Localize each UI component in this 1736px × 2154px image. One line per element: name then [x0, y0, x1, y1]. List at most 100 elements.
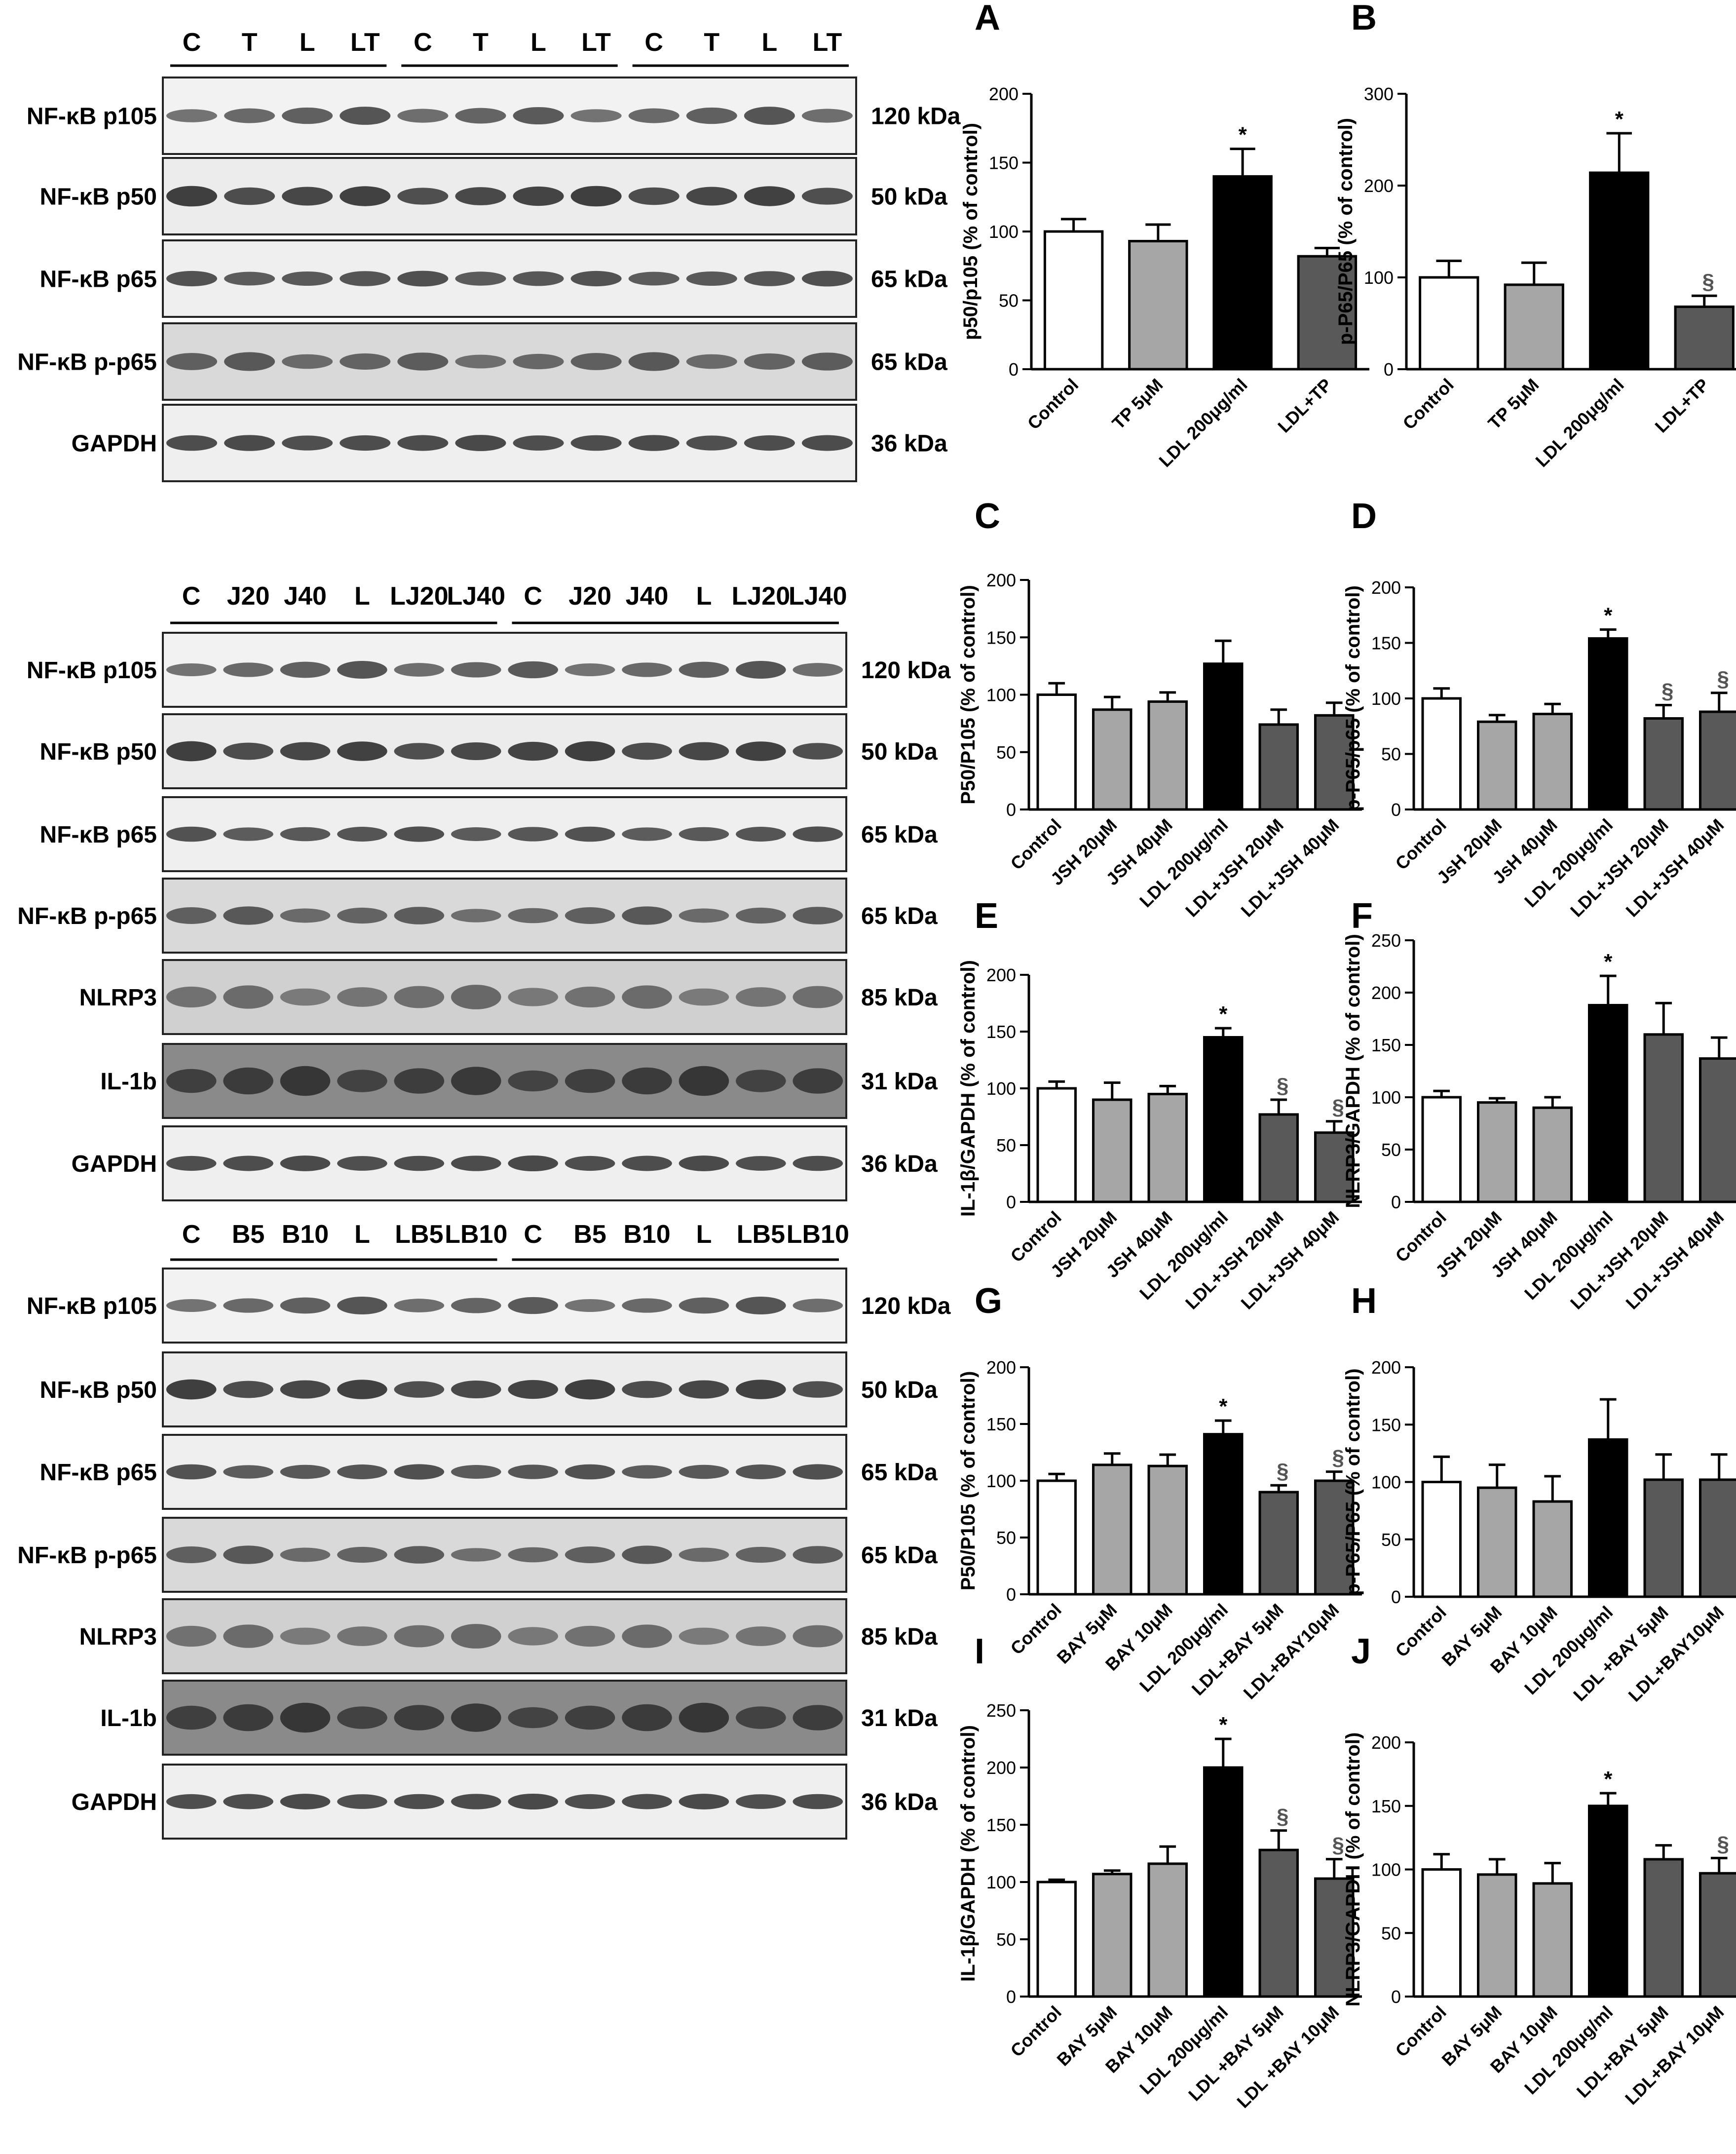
blot-band [628, 435, 679, 451]
lane-label: B10 [282, 1220, 329, 1249]
blot-band [451, 662, 501, 678]
lane-label: L [354, 582, 370, 611]
mw-label: 120 kDa [871, 104, 961, 130]
blot-band [628, 108, 679, 123]
blot-band [686, 271, 737, 286]
blot-band [166, 741, 217, 762]
blot-band [793, 1381, 843, 1398]
y-tick-label: 50 [996, 1135, 1016, 1155]
y-axis-label: IL-1β/GAPDH (% of control) [957, 1725, 979, 1982]
lane-label: LT [813, 28, 842, 57]
blot-band [565, 741, 615, 762]
blot-band [451, 1381, 501, 1398]
lane-label: LJ40 [789, 582, 847, 611]
blot-band [337, 987, 387, 1007]
blot-band [679, 908, 729, 923]
lane-label: L [530, 28, 546, 57]
blot-band [223, 1155, 273, 1171]
blot-band [513, 353, 564, 370]
bar [1203, 1766, 1244, 1998]
blot-band [455, 108, 506, 124]
blot-band [508, 1627, 558, 1646]
blot-strip [162, 632, 847, 708]
blot-band [565, 1705, 615, 1730]
x-tick-label: LDL 200μg/ml [1155, 375, 1251, 471]
blot-band [565, 1379, 615, 1400]
blot-band [224, 435, 275, 451]
lane-label: LB10 [445, 1220, 507, 1249]
lane-label: L [300, 28, 315, 57]
blot-band [679, 1794, 729, 1809]
bar [1258, 1113, 1299, 1203]
mw-label: 65 kDa [871, 267, 947, 293]
blot-band [793, 1794, 843, 1809]
significance-mark: § [1332, 1833, 1344, 1857]
blot-band [508, 741, 558, 761]
blot-band [513, 271, 564, 286]
x-tick-label: LDL+TP [1274, 375, 1336, 437]
lane-label: LB5 [737, 1220, 785, 1249]
mw-label: 65 kDa [871, 349, 947, 376]
blot-band [337, 827, 387, 842]
blot-band [280, 1627, 331, 1645]
blot-strip [162, 1043, 847, 1119]
blot-band [679, 1627, 729, 1645]
y-tick-label: 200 [1371, 983, 1401, 1003]
y-tick-label: 150 [1371, 1796, 1401, 1816]
significance-mark: * [1604, 604, 1613, 628]
blot-band [736, 1380, 786, 1399]
lane-label: B5 [573, 1220, 606, 1249]
blot-band [451, 742, 501, 760]
bar [1043, 230, 1104, 371]
x-tick-label: Control [1023, 375, 1082, 433]
lane-label: C [183, 28, 201, 57]
lane-label: LJ40 [447, 582, 506, 611]
x-tick-label: LDL+JSH 20μM [1181, 1207, 1287, 1313]
lane-label: L [696, 582, 712, 611]
blot-band [282, 354, 333, 369]
blot-band [166, 826, 217, 842]
blot-band [565, 1625, 615, 1647]
blot-band [686, 187, 737, 206]
blot-band [223, 742, 273, 760]
blot-strip [162, 322, 857, 401]
bar [1421, 697, 1462, 811]
blot-band [793, 1299, 843, 1312]
blot-band [565, 1299, 615, 1312]
blot-strip [162, 959, 847, 1035]
blot-strip [162, 796, 847, 872]
x-tick-label: Control [1398, 375, 1457, 433]
bar [1036, 1479, 1077, 1596]
mw-label: 31 kDa [861, 1069, 938, 1095]
x-tick-label: LDL +BAY 5μM [1184, 2002, 1287, 2105]
blot-band [513, 435, 564, 451]
bar [1092, 1463, 1132, 1596]
blot-band [340, 186, 391, 206]
blot-band [280, 988, 331, 1006]
blot-band [394, 1794, 445, 1809]
chart-panel-I: I 0 50 100 150 200 250 IL-1β/GAPDH (% of contro… [957, 1632, 1362, 2112]
mw-label: 120 kDa [861, 657, 951, 684]
y-axis-label: P50/P105 (% of control) [957, 585, 979, 805]
blot-band [340, 107, 391, 125]
blot-band [736, 660, 786, 679]
blot-band [337, 660, 387, 679]
y-tick-label: 0 [1006, 1584, 1016, 1605]
bar [1258, 1491, 1299, 1596]
blot-band [679, 827, 729, 842]
panel-letter: H [1351, 1281, 1377, 1321]
bar [1477, 1486, 1517, 1598]
blot-band [394, 1705, 445, 1731]
y-tick-label: 200 [1364, 176, 1394, 196]
x-tick-label: LDL+BAY10μM [1624, 1602, 1728, 1706]
lane-label: B10 [623, 1220, 670, 1249]
bar [1128, 240, 1188, 371]
x-tick-label: LDL +BAY 5μM [1569, 1602, 1672, 1705]
blot-band [570, 353, 622, 370]
bar [1643, 1033, 1684, 1203]
